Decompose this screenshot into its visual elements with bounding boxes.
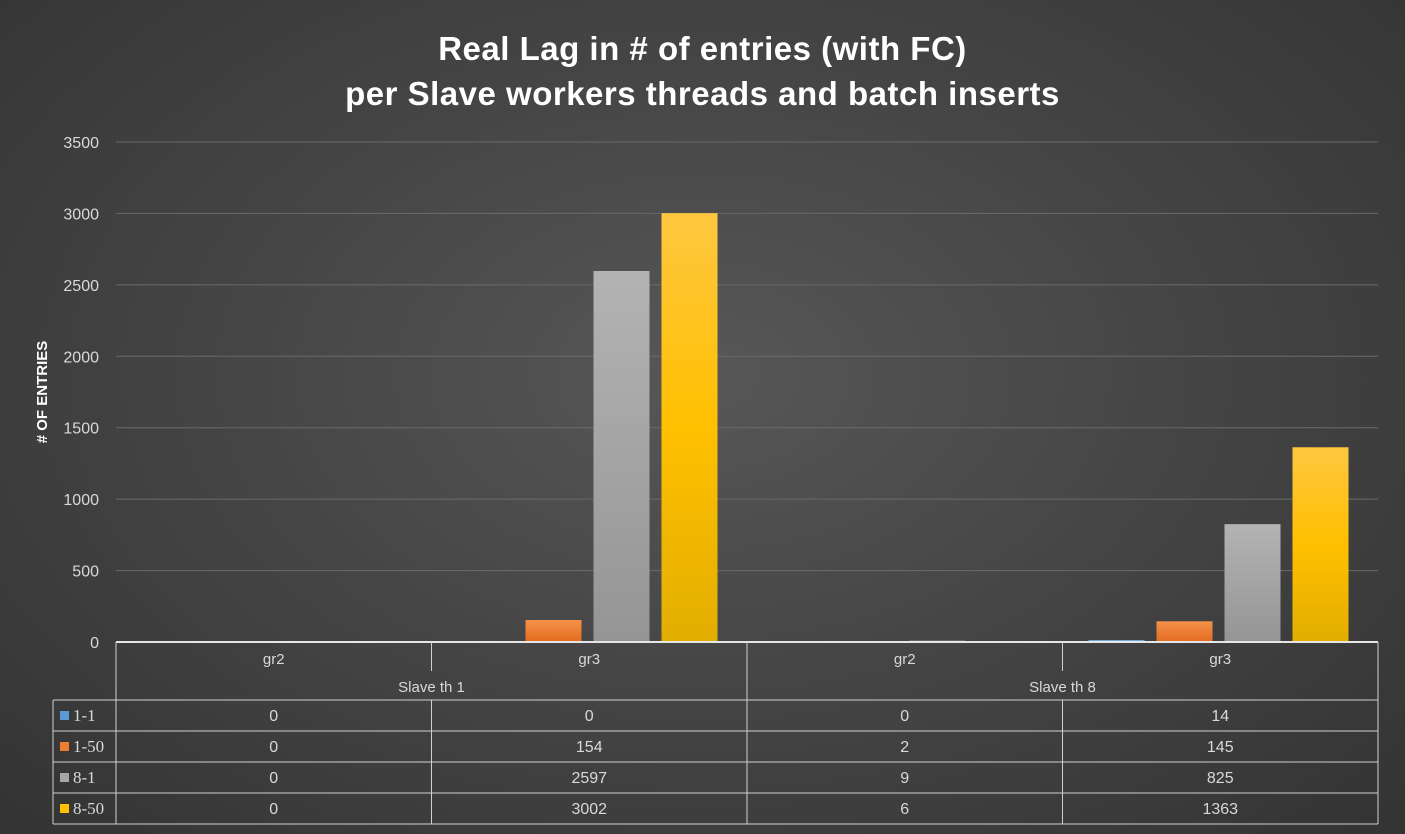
data-value: 0 (269, 739, 278, 756)
data-table: Slave th 1 Slave th 8 gr2 gr3 gr2 gr3 1-1 0 0 0 14… (52, 641, 1379, 825)
data-value: 145 (1207, 739, 1234, 756)
legend-label: 1-1 (73, 706, 96, 725)
y-axis-ticks: 0 500 1000 1500 2000 2500 3000 3500 (63, 135, 99, 652)
y-tick-label: 1500 (63, 421, 99, 438)
y-tick-label: 3000 (63, 206, 99, 223)
category-label: gr2 (894, 651, 916, 668)
data-value: 6 (900, 801, 909, 818)
y-tick-label: 3500 (63, 135, 99, 152)
gridlines (116, 141, 1378, 572)
legend-label: 8-50 (73, 799, 104, 818)
data-value: 2 (900, 739, 909, 756)
data-value: 2597 (571, 770, 607, 787)
legend-label: 1-50 (73, 737, 104, 756)
data-value: 0 (269, 770, 278, 787)
y-axis-label: # OF ENTRIES (34, 341, 51, 444)
y-tick-label: 2500 (63, 278, 99, 295)
legend-key-8-50 (60, 804, 69, 813)
bar-8-1 (593, 271, 650, 642)
data-value: 825 (1207, 770, 1234, 787)
chart-title-line-2: per Slave workers threads and batch inse… (345, 75, 1060, 112)
y-tick-label: 1000 (63, 492, 99, 509)
category-label: gr2 (263, 651, 285, 668)
y-tick-label: 500 (72, 564, 99, 581)
y-tick-label: 2000 (63, 349, 99, 366)
legend-key-8-1 (60, 773, 69, 782)
data-value: 9 (900, 770, 909, 787)
category-label: gr3 (1209, 651, 1231, 668)
category-label: gr3 (578, 651, 600, 668)
data-value: 1363 (1202, 801, 1238, 818)
data-value: 0 (269, 801, 278, 818)
data-value: 154 (576, 739, 603, 756)
data-value: 14 (1211, 708, 1229, 725)
chart-title: Real Lag in # of entries (with FC) per S… (0, 26, 1405, 116)
bar-1-50 (525, 620, 582, 642)
bar-8-50 (661, 213, 718, 642)
legend-key-1-1 (60, 711, 69, 720)
group-label: Slave th 8 (1029, 679, 1096, 696)
bar-8-50 (1292, 447, 1349, 642)
data-value: 0 (900, 708, 909, 725)
bar-8-1 (1224, 524, 1281, 642)
group-label: Slave th 1 (398, 679, 465, 696)
y-tick-label: 0 (90, 635, 99, 652)
chart-title-line-1: Real Lag in # of entries (with FC) (438, 30, 967, 67)
data-value: 3002 (571, 801, 607, 818)
bar-1-50 (1156, 621, 1213, 642)
data-value: 0 (585, 708, 594, 725)
bars (525, 213, 1349, 642)
legend-label: 8-1 (73, 768, 96, 787)
legend-key-1-50 (60, 742, 69, 751)
data-value: 0 (269, 708, 278, 725)
